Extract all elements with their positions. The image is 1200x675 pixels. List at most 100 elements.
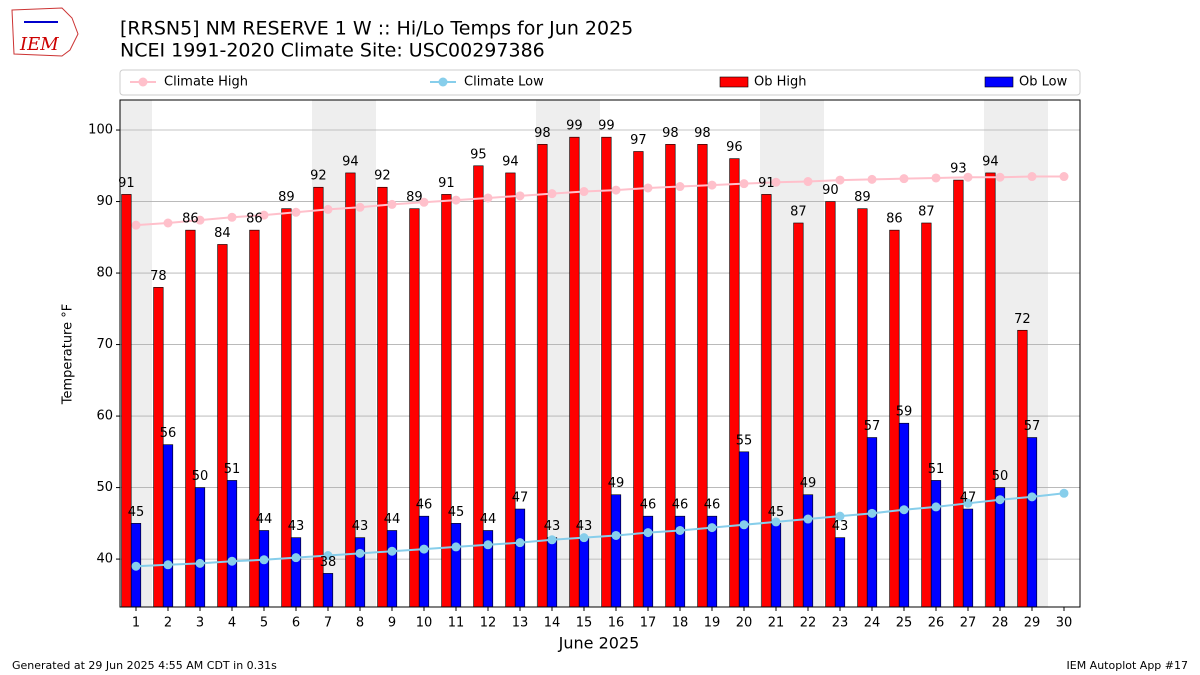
bar	[313, 186, 324, 608]
data-label: 43	[288, 519, 305, 534]
x-tick-label: 27	[960, 616, 977, 631]
data-label: 72	[1014, 312, 1031, 327]
x-tick-label: 15	[576, 616, 593, 631]
line-marker	[995, 495, 1005, 505]
x-tick-label: 2	[164, 616, 172, 631]
y-tick-label: 70	[96, 337, 113, 352]
data-label: 93	[950, 162, 967, 177]
line-marker	[291, 553, 301, 563]
bar	[546, 537, 558, 608]
x-tick-label: 16	[608, 616, 625, 631]
legend-label: Climate Low	[464, 75, 544, 90]
data-label: 44	[256, 512, 273, 527]
bar	[665, 144, 676, 608]
line-marker	[835, 175, 845, 185]
bar	[322, 573, 334, 608]
x-tick-label: 18	[672, 616, 689, 631]
data-label: 91	[438, 176, 455, 191]
data-label: 99	[598, 119, 615, 134]
line-marker	[163, 560, 173, 570]
data-label: 46	[640, 498, 657, 513]
data-label: 86	[886, 212, 903, 227]
bar	[953, 179, 964, 608]
x-tick-label: 4	[228, 616, 236, 631]
bar	[633, 151, 644, 608]
bar	[281, 208, 292, 608]
line-marker	[259, 210, 269, 220]
bar	[866, 437, 878, 608]
line	[135, 492, 1065, 568]
data-label: 57	[1024, 419, 1041, 434]
x-tick-label: 22	[800, 616, 817, 631]
logo-text: IEM	[19, 34, 59, 55]
data-label: 91	[118, 176, 135, 191]
legend-marker	[138, 77, 148, 87]
line-marker	[195, 558, 205, 568]
data-label: 92	[374, 169, 391, 184]
data-label: 94	[502, 154, 519, 169]
line-marker	[931, 502, 941, 512]
legend-label: Climate High	[164, 75, 248, 90]
line-marker	[803, 514, 813, 524]
line-marker	[867, 508, 877, 518]
x-tick-label: 21	[768, 616, 785, 631]
line-marker	[323, 551, 333, 561]
line-marker	[547, 189, 557, 199]
x-tick-label: 5	[260, 616, 268, 631]
bar	[249, 229, 260, 608]
data-label: 49	[608, 476, 625, 491]
x-tick-label: 17	[640, 616, 657, 631]
x-tick-label: 23	[832, 616, 849, 631]
x-tick-label: 20	[736, 616, 753, 631]
bar	[697, 144, 708, 608]
plot-frame	[119, 99, 1081, 608]
data-label: 43	[832, 519, 849, 534]
data-label: 57	[864, 419, 881, 434]
data-label: 92	[310, 169, 327, 184]
bar	[770, 523, 782, 608]
x-tick-label: 7	[324, 616, 332, 631]
legend-label: Ob Low	[1019, 75, 1068, 90]
x-tick-label: 10	[416, 616, 433, 631]
bar	[537, 144, 548, 608]
data-label: 59	[896, 405, 913, 420]
y-tick-label: 60	[96, 409, 113, 424]
line	[135, 175, 1064, 227]
data-label: 38	[320, 555, 337, 570]
bar	[1017, 329, 1028, 608]
bar	[441, 194, 452, 608]
data-label: 46	[672, 498, 689, 513]
data-label: 51	[928, 462, 945, 477]
line-marker	[227, 212, 237, 222]
y-axis-label: Temperature °F	[61, 304, 76, 405]
legend-label: Ob High	[754, 75, 807, 90]
bar	[578, 537, 590, 608]
bar	[153, 287, 164, 608]
data-label: 89	[406, 190, 423, 205]
line-marker	[419, 197, 429, 207]
bar	[738, 451, 750, 608]
x-tick-label: 19	[704, 616, 721, 631]
line-marker	[707, 180, 717, 190]
line-marker	[227, 556, 237, 566]
data-label: 43	[544, 519, 561, 534]
line-marker	[611, 530, 621, 540]
footer-left: Generated at 29 Jun 2025 4:55 AM CDT in …	[12, 659, 277, 672]
line-marker	[419, 544, 429, 554]
y-tick-label: 100	[88, 123, 113, 138]
line-marker	[643, 183, 653, 193]
bar	[729, 158, 740, 608]
x-tick-label: 1	[132, 616, 140, 631]
legend-swatch	[984, 76, 1014, 88]
bar	[185, 229, 196, 608]
line-marker	[803, 177, 813, 187]
bar	[1026, 437, 1038, 608]
logo-outline	[11, 7, 79, 57]
data-label: 89	[854, 190, 871, 205]
data-label: 87	[918, 204, 935, 219]
y-tick-label: 90	[96, 194, 113, 209]
x-tick-label: 24	[864, 616, 881, 631]
data-label: 98	[662, 126, 679, 141]
data-label: 45	[128, 505, 145, 520]
line-marker	[675, 182, 685, 192]
